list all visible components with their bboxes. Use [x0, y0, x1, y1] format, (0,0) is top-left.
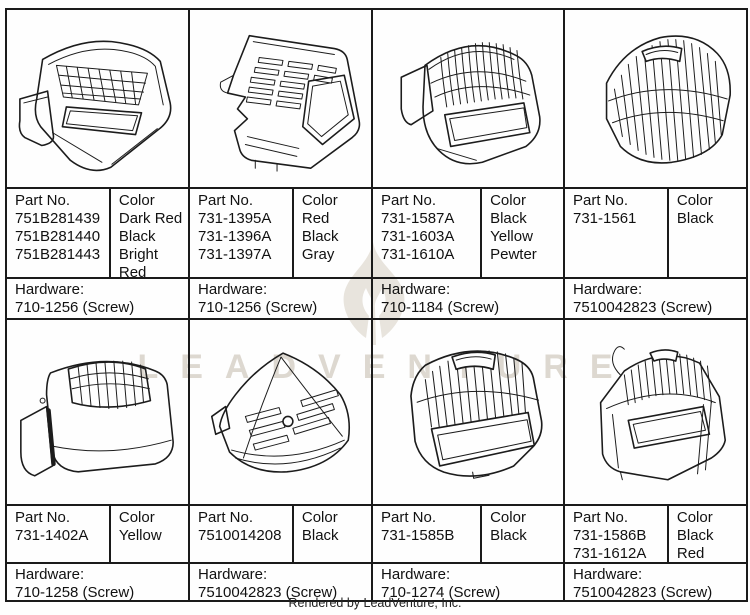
engine-cover-drawing-8	[599, 346, 727, 481]
parts-catalog-grid: Part No. 751B281439 751B281440 751B28144…	[5, 8, 748, 602]
color-column: Color Red Black Gray	[294, 189, 371, 277]
part-info-6: Part No. 7510014208 Color Black	[190, 506, 373, 564]
color-header: Color	[301, 192, 338, 209]
hardware-value: 7510042823 (Screw)	[198, 584, 338, 601]
color-header: Color	[490, 192, 526, 209]
hardware-label: Hardware:	[573, 281, 643, 298]
part-drawing-cell-5	[7, 320, 190, 506]
hardware-info-8: Hardware: 7510042823 (Screw)	[565, 564, 748, 602]
hardware-label: Hardware:	[381, 281, 451, 298]
part-no-header: Part No.	[381, 509, 437, 526]
hardware-value: 7510042823 (Screw)	[573, 299, 713, 316]
engine-cover-drawing-5	[20, 360, 174, 477]
color-values: Black	[301, 527, 339, 544]
part-drawing-cell-2	[190, 10, 373, 189]
part-numbers: 7510014208	[198, 527, 282, 544]
part-drawing-cell-1	[7, 10, 190, 189]
part-info-8: Part No. 731-1586B 731-1612A Color Black…	[565, 506, 748, 564]
hardware-value: 710-1274 (Screw)	[381, 584, 501, 601]
hardware-info-6: Hardware: 7510042823 (Screw)	[190, 564, 373, 602]
hardware-info-3: Hardware: 710-1184 (Screw)	[373, 279, 565, 320]
hardware-value: 710-1256 (Screw)	[15, 299, 135, 316]
hardware-value: 710-1256 (Screw)	[198, 299, 318, 316]
color-column: Color Black	[669, 189, 746, 277]
engine-cover-drawing-4	[605, 35, 731, 164]
hardware-info-5: Hardware: 710-1258 (Screw)	[7, 564, 190, 602]
part-info-7: Part No. 731-1585B Color Black	[373, 506, 565, 564]
hardware-info-1: Hardware: 710-1256 (Screw)	[7, 279, 190, 320]
part-numbers: 731-1585B	[381, 527, 455, 544]
part-no-column: Part No. 731-1561	[565, 189, 669, 277]
part-info-1: Part No. 751B281439 751B281440 751B28144…	[7, 189, 190, 279]
part-drawing-cell-6	[190, 320, 373, 506]
hardware-label: Hardware:	[198, 281, 268, 298]
part-info-5: Part No. 731-1402A Color Yellow	[7, 506, 190, 564]
engine-cover-drawing-3	[400, 42, 541, 165]
color-values: Black	[676, 210, 714, 227]
hardware-label: Hardware:	[198, 566, 268, 583]
hardware-info-2: Hardware: 710-1256 (Screw)	[190, 279, 373, 320]
part-no-header: Part No.	[15, 192, 71, 209]
part-numbers: 731-1402A	[15, 527, 89, 544]
part-no-header: Part No.	[381, 192, 437, 209]
engine-cover-drawing-7	[410, 350, 543, 479]
color-values: Black Yellow Pewter	[490, 210, 537, 263]
hardware-value: 710-1258 (Screw)	[15, 584, 135, 601]
part-numbers: 731-1395A 731-1396A 731-1397A	[198, 210, 272, 263]
part-drawing-cell-4	[565, 10, 748, 189]
color-header: Color	[301, 509, 338, 526]
part-no-column: Part No. 731-1585B	[373, 506, 483, 562]
color-header: Color	[118, 509, 155, 526]
part-no-header: Part No.	[15, 509, 71, 526]
engine-cover-drawing-2	[219, 34, 361, 172]
footer-credit: Rendered by LeadVenture, Inc.	[288, 596, 462, 610]
part-no-column: Part No. 731-1402A	[7, 506, 111, 562]
part-no-header: Part No.	[198, 509, 254, 526]
color-column: Color Black	[482, 506, 563, 562]
color-header: Color	[490, 509, 526, 526]
hardware-label: Hardware:	[15, 566, 85, 583]
part-no-column: Part No. 751B281439 751B281440 751B28144…	[7, 189, 111, 277]
hardware-label: Hardware:	[381, 566, 451, 583]
hardware-info-4: Hardware: 7510042823 (Screw)	[565, 279, 748, 320]
part-no-column: Part No. 731-1395A 731-1396A 731-1397A	[190, 189, 294, 277]
color-column: Color Black Yellow Pewter	[482, 189, 563, 277]
part-no-column: Part No. 731-1587A 731-1603A 731-1610A	[373, 189, 483, 277]
color-values: Black	[490, 527, 527, 544]
part-no-column: Part No. 731-1586B 731-1612A	[565, 506, 669, 562]
part-drawing-cell-8	[565, 320, 748, 506]
color-header: Color	[676, 509, 713, 526]
part-info-3: Part No. 731-1587A 731-1603A 731-1610A C…	[373, 189, 565, 279]
part-numbers: 731-1561	[573, 210, 637, 227]
engine-cover-drawing-1	[18, 40, 172, 172]
part-no-header: Part No.	[573, 509, 629, 526]
hardware-value: 710-1184 (Screw)	[381, 299, 500, 316]
color-values: Dark Red Black Bright Red	[118, 210, 183, 279]
hardware-label: Hardware:	[15, 281, 85, 298]
color-header: Color	[676, 192, 713, 209]
engine-cover-drawing-6	[210, 352, 351, 473]
color-column: Color Dark Red Black Bright Red	[111, 189, 188, 277]
part-numbers: 731-1586B 731-1612A	[573, 527, 647, 562]
part-numbers: 731-1587A 731-1603A 731-1610A	[381, 210, 455, 263]
color-column: Color Black Red	[669, 506, 746, 562]
color-column: Color Yellow	[111, 506, 188, 562]
color-values: Red Black Gray	[301, 210, 339, 263]
color-values: Yellow	[118, 527, 162, 544]
color-header: Color	[118, 192, 155, 209]
part-no-column: Part No. 7510014208	[190, 506, 294, 562]
hardware-info-7: Hardware: 710-1274 (Screw)	[373, 564, 565, 602]
hardware-label: Hardware:	[573, 566, 643, 583]
color-values: Black Red	[676, 527, 714, 562]
part-drawing-cell-7	[373, 320, 565, 506]
part-drawing-cell-3	[373, 10, 565, 189]
part-numbers: 751B281439 751B281440 751B281443	[15, 210, 101, 263]
part-info-2: Part No. 731-1395A 731-1396A 731-1397A C…	[190, 189, 373, 279]
part-no-header: Part No.	[573, 192, 629, 209]
part-no-header: Part No.	[198, 192, 254, 209]
part-info-4: Part No. 731-1561 Color Black	[565, 189, 748, 279]
color-column: Color Black	[294, 506, 371, 562]
hardware-value: 7510042823 (Screw)	[573, 584, 713, 601]
